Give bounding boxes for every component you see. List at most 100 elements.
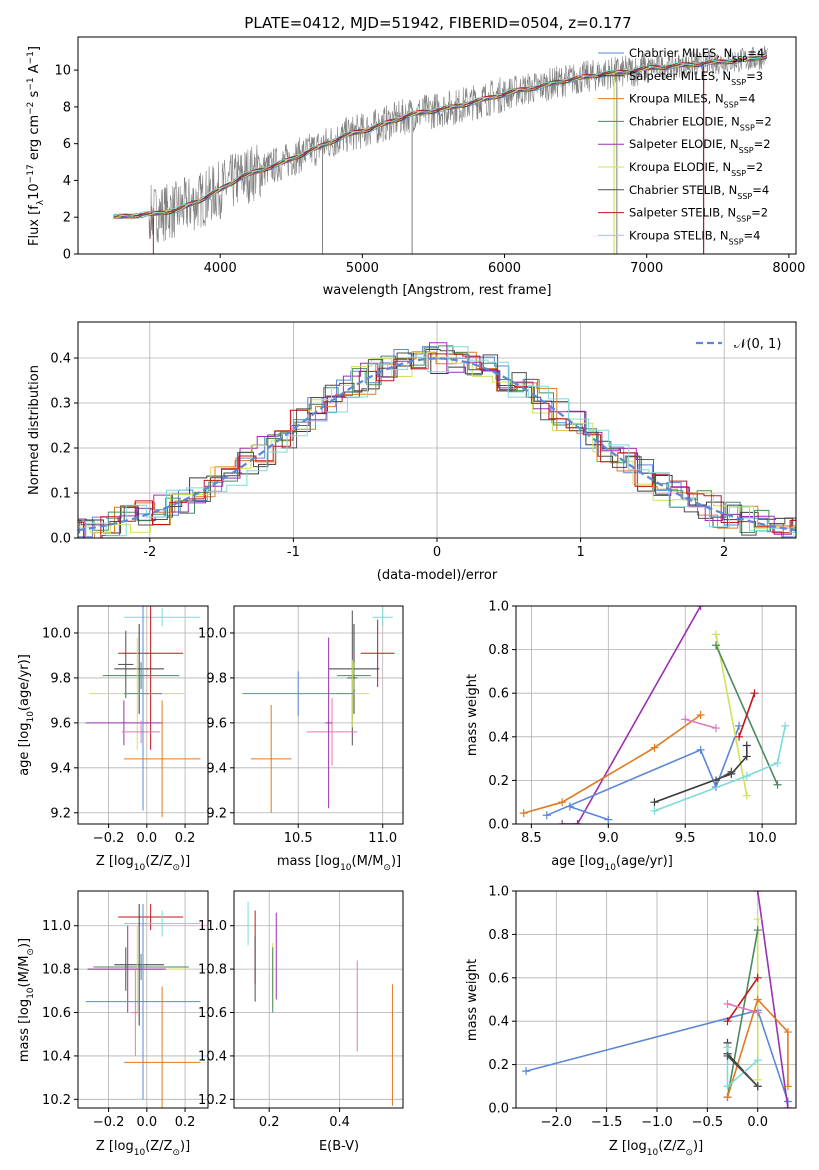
mw-age-marker [542, 811, 551, 820]
mw-age-ytick-label: 1.0 [488, 600, 509, 615]
mw-z-xtick-label: −2.0 [540, 1115, 572, 1130]
mw-age-ytick-label: 0.2 [488, 774, 509, 789]
mw-z-ytick-label: 0.0 [488, 1102, 509, 1117]
mass-z-ylabel-part: mass [log [17, 999, 32, 1062]
legend-entry-name: Chabrier MILES, N [629, 46, 732, 60]
hist-ytick-label: 0.1 [50, 487, 71, 502]
mw-age-marker [519, 809, 528, 818]
spectrum-model-line [113, 53, 768, 217]
legend-entry-n: =2 [755, 114, 772, 128]
mass-z-xlabel-part: (Z/Z [145, 1139, 172, 1154]
age-z-xlabel-part: ⊙ [172, 863, 180, 873]
spectrum-ytick-label: 8 [63, 100, 71, 115]
hist-series [78, 346, 796, 538]
mass-z-xtick-label: −0.2 [93, 1115, 125, 1130]
spectrum-ylabel-part: λ [36, 199, 46, 205]
mw-age-marker [781, 721, 790, 730]
mw-age-marker [650, 806, 659, 815]
legend-entry-name: Salpeter MILES, N [629, 69, 731, 83]
hist-xtick-label: -2 [143, 545, 156, 560]
mw-age-marker [712, 630, 720, 639]
mass-z-axes: −0.2 0.0 0.210.210.410.610.811.0Z [log10(Z… [17, 890, 209, 1158]
mw-age-series [654, 725, 786, 812]
age-mass-xlabel-part: mass [log [277, 854, 340, 869]
spectrum-xtick-label: 8000 [772, 261, 805, 276]
spectrum-ytick-label: 4 [63, 174, 71, 189]
age-z-ytick-label: 9.8 [50, 671, 71, 686]
mw-z-series [756, 891, 789, 1108]
mw-z-marker [753, 995, 762, 1004]
age-mass-axes: 10.5 11.0 9.2 9.4 9.6 9.8 10.0 mass [log10(M/M⊙… [198, 605, 404, 873]
age-z-xlabel-part: (Z/Z [145, 854, 172, 869]
spectrum-xtick-label: 7000 [630, 261, 663, 276]
mw-age-xlabel-part: (age/yr)] [616, 854, 673, 869]
mw-age-series [715, 771, 732, 782]
mass-ebv-ytick-label: 10.2 [198, 1093, 227, 1108]
legend-entry-n: =2 [751, 206, 768, 220]
legend-entry-n: =4 [739, 92, 756, 106]
mw-z-xlabel-part: )] [693, 1139, 703, 1154]
legend-entry-n: =4 [744, 228, 761, 242]
legend-entry: Chabrier ELODIE, NSSP=2 [629, 114, 772, 131]
mw-age-marker [558, 820, 567, 824]
legend-entry-n: =4 [747, 46, 764, 60]
legend-entry-sub: SSP [729, 237, 744, 246]
hist-xtick-label: 1 [576, 545, 584, 560]
mw-z-marker [723, 1051, 732, 1060]
mw-age-series [738, 692, 756, 738]
mw-z-marker [753, 1056, 762, 1065]
mw-age-marker [742, 791, 751, 800]
mw-z-ytick-label: 0.6 [488, 971, 509, 986]
legend-entry-n: =4 [752, 183, 769, 197]
legend-entry-sub: SSP [731, 169, 746, 178]
mw-age-xtick-label: 9.0 [598, 831, 619, 846]
legend-entry-n: =2 [754, 137, 771, 151]
mass-ebv-ytick-label: 10.4 [198, 1049, 227, 1064]
legend-entry-name: Salpeter STELIB, N [629, 206, 736, 220]
mw-age-marker [773, 758, 782, 767]
mw-z-series [726, 977, 759, 1022]
mw-z-ytick-label: 0.4 [488, 1015, 509, 1030]
mw-age-marker [558, 798, 567, 807]
spectrum-ylabel: Flux [fλ10−17 erg cm−2 s−1 A−1] [26, 46, 46, 246]
age-z-ylabel-part: (age/yr)] [17, 654, 32, 711]
legend-entry: Kroupa STELIB, NSSP=4 [629, 228, 760, 246]
mw-age-marker [712, 724, 720, 733]
age-mass-xlabel-part: 10 [340, 863, 352, 873]
mass-z-ylabel-part: ⊙ [26, 948, 36, 956]
mw-z-ytick-label: 1.0 [488, 885, 509, 900]
mw-age-xlabel-part: age [log [551, 854, 604, 869]
spectrum-ylabel-part: ] [27, 46, 42, 51]
mass-ebv-xtick-label: 0.2 [259, 1115, 280, 1130]
mw-age-xtick-label: 9.5 [675, 831, 696, 846]
mass-z-ylabel-part: )] [17, 938, 32, 948]
legend-entry-name: Chabrier ELODIE, N [629, 114, 740, 128]
age-z-ytick-label: 9.2 [50, 806, 71, 821]
mw-age-series [546, 725, 740, 817]
mw-z-ylabel: mass weight [465, 959, 480, 1041]
legend-entry-n: =2 [746, 160, 763, 174]
age-z-xlabel-part: Z [log [96, 854, 134, 869]
mass-z-xlabel-part: Z [log [96, 1139, 134, 1154]
mw-age-axes: 8.5 9.0 9.5 10.0 0.0 0.2 0.4 0.6 0.8 1.0 age [log1… [465, 600, 797, 873]
mw-age-ytick-label: 0.4 [488, 730, 509, 745]
spectrum-ylabel-part: 10 [27, 183, 42, 200]
hist-series [78, 346, 796, 538]
mw-age-series [715, 634, 748, 796]
age-z-xtick-label: −0.2 [93, 831, 125, 846]
hist-series [78, 349, 796, 536]
hist-ytick-label: 0.0 [50, 532, 71, 547]
mw-age-xlabel-part: 10 [604, 863, 616, 873]
legend-entry-sub: SSP [731, 77, 746, 86]
mass-ebv-frame [233, 890, 404, 1109]
mw-age-marker [565, 802, 574, 811]
mw-z-marker [723, 1043, 732, 1052]
age-z-frame [77, 605, 209, 825]
mw-age-marker [650, 798, 659, 807]
mass-z-ylabel-part: (M/M [17, 956, 32, 988]
mw-z-marker [783, 1104, 792, 1108]
legend-entry-n: =3 [746, 69, 763, 83]
mw-age-ytick-label: 0.0 [488, 818, 509, 833]
spectrum-ylabel-part: A [27, 64, 42, 77]
mw-age-xtick-label: 8.5 [521, 831, 542, 846]
